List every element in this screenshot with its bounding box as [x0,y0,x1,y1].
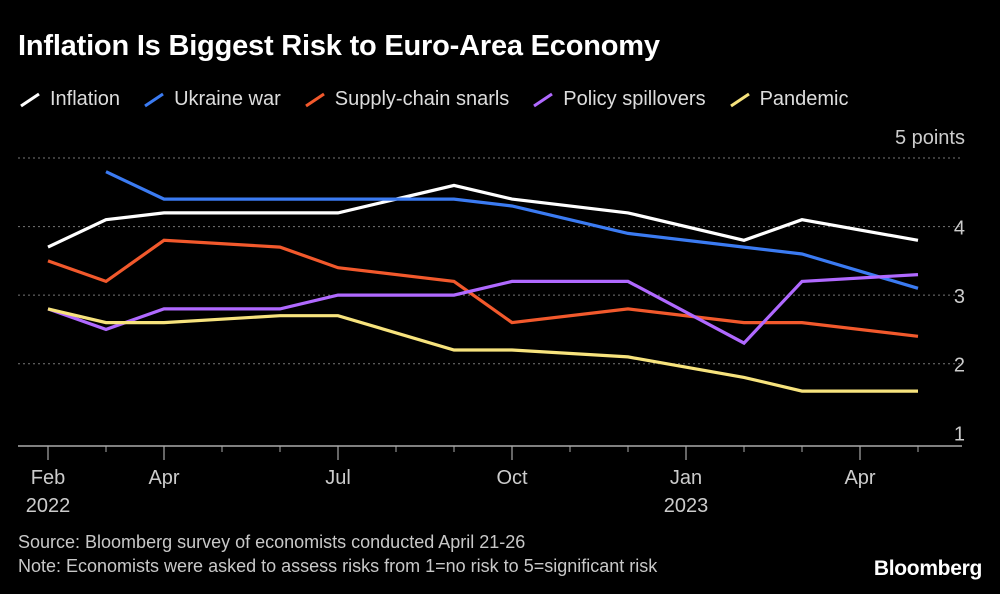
legend-item-pandemic: Pandemic [728,88,849,111]
x-tick-label-2022-10: Oct [496,467,528,489]
legend-label-policy-spillovers: Policy spillovers [563,88,706,110]
legend-item-ukraine-war: Ukraine war [142,88,281,111]
legend-label-ukraine-war: Ukraine war [174,88,281,110]
legend-swatch-pandemic [729,92,750,107]
chart-title: Inflation Is Biggest Risk to Euro-Area E… [18,30,660,62]
legend-label-inflation: Inflation [50,88,121,110]
y-tick-label-1: 1 [954,423,965,445]
x-tick-label-2023-01: Jan [670,467,702,489]
y-tick-label-3: 3 [954,286,965,308]
y-tick-label-2: 2 [954,355,965,377]
legend-item-policy-spillovers: Policy spillovers [531,88,706,111]
series-line-pandemic [47,307,918,393]
y-tick-label-5: 5 points [895,127,965,149]
legend-swatch-ukraine-war [144,92,164,107]
method-note: Note: Economists were asked to assess ri… [18,556,658,576]
x-tick-label-2022-02: Feb [31,467,65,489]
legend-swatch-policy-spillovers [533,92,554,107]
series-line-inflation [47,183,919,249]
x-tick-label-2023-04: Apr [844,467,875,489]
y-tick-label-4: 4 [954,218,965,240]
legend-label-pandemic: Pandemic [759,88,849,110]
series-line-ukraine-war [105,170,919,290]
legend-swatch-supply-chain-snarls [304,92,325,107]
x-tick-year-2022-02: 2022 [26,495,71,517]
legend-item-inflation: Inflation [18,88,120,111]
x-tick-label-2022-04: Apr [148,467,179,489]
legend: Inflation Ukraine war Supply-chain snarl… [18,88,849,111]
series-line-policy-spillovers [47,273,919,346]
legend-swatch-inflation [20,92,40,107]
source-note: Source: Bloomberg survey of economists c… [18,532,526,552]
bloomberg-logo: Bloomberg [873,557,982,580]
x-tick-year-2023-01: 2023 [664,495,709,517]
footer: Source: Bloomberg survey of economists c… [18,530,657,578]
x-tick-label-2022-07: Jul [325,467,351,489]
legend-item-supply-chain-snarls: Supply-chain snarls [303,88,510,111]
legend-label-supply-chain-snarls: Supply-chain snarls [334,88,510,110]
